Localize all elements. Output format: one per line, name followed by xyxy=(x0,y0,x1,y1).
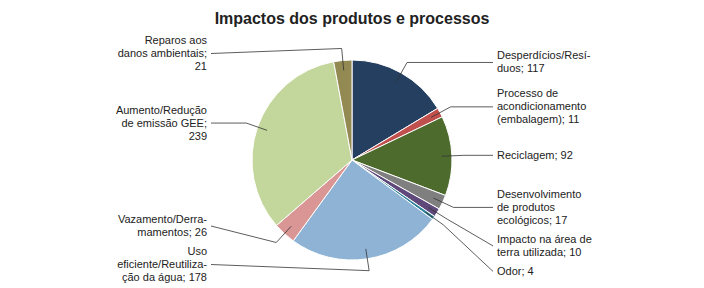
leader-line xyxy=(425,212,493,271)
leader-line xyxy=(396,62,493,81)
slice-label: Aumento/Reduçãode emissão GEE;239 xyxy=(116,104,207,142)
leader-line xyxy=(442,155,493,157)
leader-line xyxy=(428,207,493,245)
slice-label: Odor; 4 xyxy=(497,265,534,277)
pie-chart: Impactos dos produtos e processos Desperd… xyxy=(0,0,704,288)
pie-slice xyxy=(334,60,352,160)
slice-label: Usoeficiente/Reutiliza-ção da água; 178 xyxy=(117,245,207,283)
slices xyxy=(252,60,452,260)
slice-label: Processo deacondicionamento(embalagem); … xyxy=(497,87,586,125)
leader-line xyxy=(431,107,493,117)
leader-line xyxy=(211,249,369,271)
leader-line xyxy=(211,123,267,130)
slice-label: Desenvolvimentode produtosecológicos; 17 xyxy=(497,188,581,226)
leader-line xyxy=(211,48,344,70)
leader-lines xyxy=(211,48,493,271)
slice-label: Reciclagem; 92 xyxy=(497,149,573,161)
chart-container: Impactos dos produtos e processos Desperd… xyxy=(0,0,704,288)
slice-label: Impacto na área deterra utilizada; 10 xyxy=(497,233,592,258)
leader-line xyxy=(434,198,493,207)
leader-line xyxy=(211,226,291,243)
slice-labels: Desperdícios/Resí-duos; 117 Processo deac… xyxy=(116,34,592,283)
pie-slice xyxy=(252,62,352,226)
chart-title: Impactos dos produtos e processos xyxy=(215,10,490,27)
slice-label: Vazamento/Derra-mamentos; 26 xyxy=(118,213,207,238)
slice-label: Reparos aosdanos ambientais;21 xyxy=(118,34,208,72)
slice-label: Desperdícios/Resí-duos; 117 xyxy=(497,49,591,74)
